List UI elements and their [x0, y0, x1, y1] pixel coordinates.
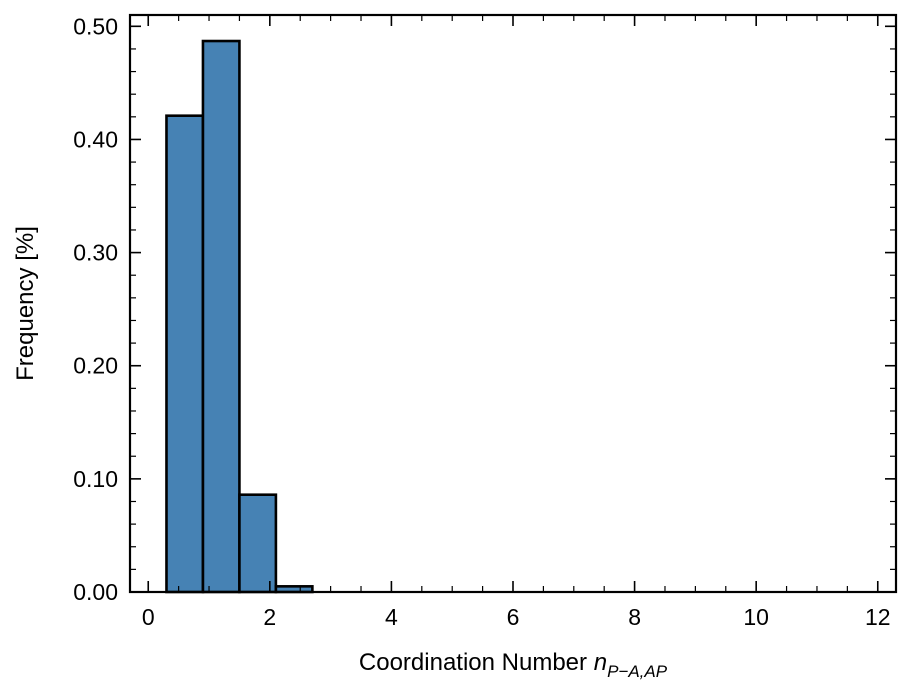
x-tick-label: 12	[865, 604, 891, 630]
x-tick-label: 4	[385, 604, 398, 630]
y-tick-label: 0.10	[73, 466, 118, 492]
tick-labels-group: 0 2 4 6 8 10 12 0.00 0.10 0.20 0.30 0.40 0.50	[73, 13, 890, 630]
histogram-bar	[201, 39, 241, 594]
y-axis-label: Frequency [%]	[12, 226, 39, 381]
ticks-group	[130, 15, 896, 593]
y-tick-label: 0.20	[73, 353, 118, 379]
y-tick-label: 0.00	[73, 579, 118, 605]
bars-group	[165, 39, 314, 594]
y-tick-label: 0.50	[73, 13, 118, 39]
x-tick-label: 0	[142, 604, 155, 630]
y-tick-label: 0.40	[73, 126, 118, 152]
x-axis-label: Coordination Number nP−A,AP	[359, 649, 668, 681]
histogram-bar	[165, 114, 205, 594]
x-tick-label: 6	[507, 604, 520, 630]
histogram-bar	[238, 493, 278, 594]
x-tick-label: 10	[743, 604, 769, 630]
y-tick-label: 0.30	[73, 240, 118, 266]
x-tick-label: 2	[263, 604, 276, 630]
x-tick-label: 8	[628, 604, 641, 630]
